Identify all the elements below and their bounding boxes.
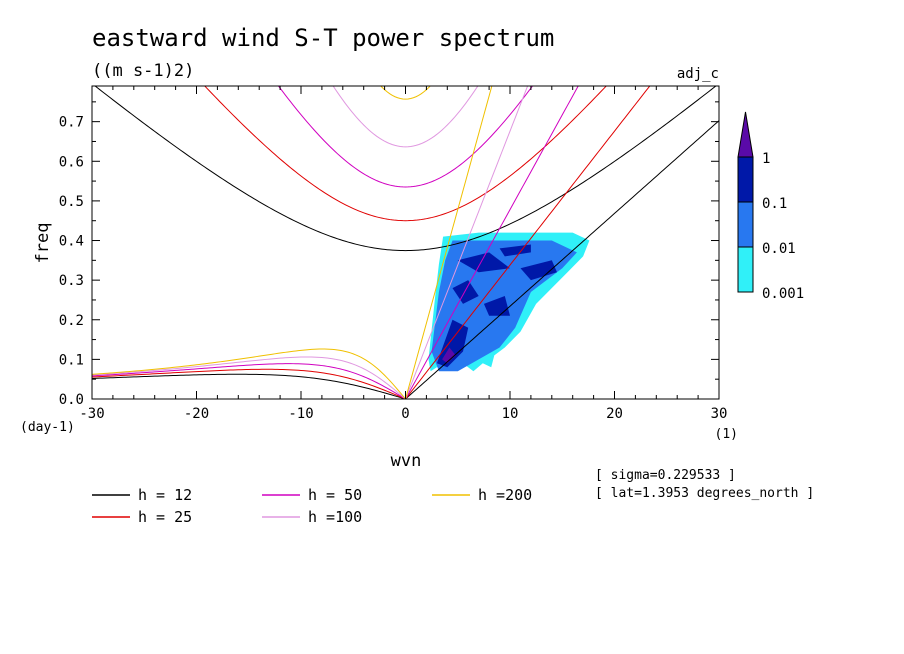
colorbar-label: 0.01: [762, 241, 796, 257]
x-tick-label: 0: [401, 406, 409, 422]
colorbar-segment: [737, 156, 754, 203]
legend-label: h =100: [308, 508, 362, 526]
legend: h = 12 h = 25 h = 50 h =100 h =200: [92, 486, 532, 526]
x-tick-label: 30: [711, 406, 728, 422]
y-tick-label: 0.7: [59, 115, 84, 131]
colorbar-label: 0.1: [762, 196, 787, 212]
annotation-lat: [ lat=1.3953 degrees_north ]: [595, 486, 814, 501]
rossby-curve: [92, 356, 406, 399]
x-tick-label: 20: [606, 406, 623, 422]
inertia-gravity-curve: [204, 86, 607, 222]
y-tick-label: 0.0: [59, 392, 84, 408]
rossby-curve: [92, 373, 406, 399]
colorbar-label: 1: [762, 151, 770, 167]
x-tick-label: -30: [79, 406, 104, 422]
y-axis: 0.0 0.1 0.2 0.3 0.4 0.5 0.6 0.7: [59, 101, 719, 408]
power-contours: [428, 232, 590, 372]
contour-1: [442, 347, 456, 364]
contour-0.1: [452, 280, 479, 304]
y-axis-label: freq: [33, 223, 53, 264]
kelvin-curve: [405, 120, 719, 399]
x-axis: -30 -20 -10 0 10 20 30: [79, 86, 727, 422]
y-tick-label: 0.2: [59, 313, 84, 329]
dispersion-curves: [92, 86, 719, 399]
x-unit-label: (1): [715, 427, 738, 442]
kelvin-curve: [405, 86, 493, 399]
inertia-gravity-curve: [380, 86, 431, 100]
legend-label: h = 50: [308, 486, 362, 504]
y-tick-label: 0.6: [59, 154, 84, 170]
y-tick-label: 0.3: [59, 273, 84, 289]
contour-0.1: [483, 296, 510, 316]
colorbar-segment: [737, 201, 754, 248]
y-tick-label: 0.1: [59, 352, 84, 368]
colorbar: 1 0.1 0.01 0.001: [737, 111, 804, 302]
kelvin-curve: [405, 86, 651, 399]
rossby-curve: [92, 348, 406, 399]
colorbar-segment: [737, 246, 754, 293]
contour-0.1: [499, 244, 531, 257]
kelvin-curve: [405, 86, 529, 399]
legend-label: h =200: [478, 486, 532, 504]
corner-label: adj_c: [677, 66, 719, 82]
rossby-curve: [92, 363, 406, 399]
inertia-gravity-curve: [94, 86, 717, 252]
plot-frame: [91, 85, 720, 400]
chart-subtitle: ((m s-1)2): [92, 61, 194, 81]
x-tick-label: -10: [288, 406, 313, 422]
y-tick-label: 0.5: [59, 194, 84, 210]
colorbar-arrow: [737, 111, 754, 158]
colorbar-label: 0.001: [762, 286, 804, 302]
contour-0.1: [520, 260, 557, 281]
x-axis-label: wvn: [391, 451, 422, 471]
kelvin-curve: [405, 86, 579, 399]
inertia-gravity-curve: [277, 86, 534, 188]
contour-0.1: [457, 252, 510, 273]
y-unit-label: (day-1): [20, 420, 75, 435]
inertia-gravity-curve: [332, 86, 479, 148]
x-tick-label: 10: [502, 406, 519, 422]
rossby-curve: [92, 368, 406, 399]
annotation-sigma: [ sigma=0.229533 ]: [595, 468, 736, 483]
x-tick-label: -20: [184, 406, 209, 422]
legend-label: h = 25: [138, 508, 192, 526]
chart-title: eastward wind S-T power spectrum: [92, 24, 554, 52]
legend-label: h = 12: [138, 486, 192, 504]
y-tick-label: 0.4: [59, 234, 84, 250]
